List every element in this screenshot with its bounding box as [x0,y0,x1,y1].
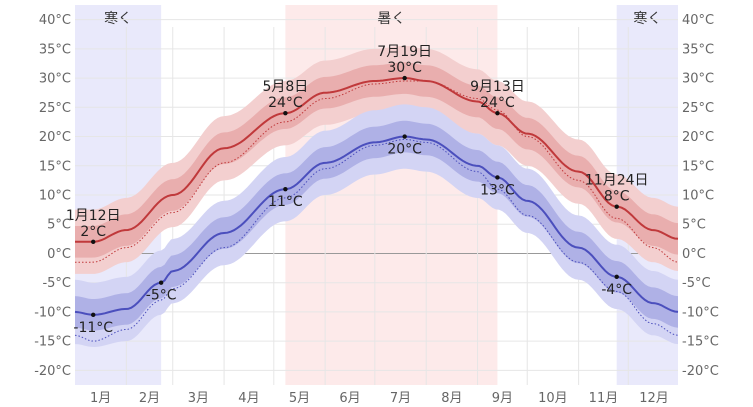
temperature-bands [75,45,678,348]
low-point [614,274,619,280]
x-tick-month: 5月 [289,391,310,406]
annotation-date: 5月8日 [262,79,308,95]
high-point [283,110,288,116]
high-normal-line [75,80,679,263]
annotation-value: 20°C [387,142,422,158]
y-tick-left: -20°C [34,364,71,379]
x-tick-month: 12月 [639,391,669,406]
season-label-cold: 寒く [104,10,132,27]
low-line [74,135,679,316]
low-point [158,280,164,285]
y-tick-left: 0°C [47,247,71,262]
y-tick-right: 35°C [682,42,714,57]
low-band-inner [75,120,678,331]
high-band-outer [75,45,678,274]
low-point [495,175,500,180]
y-tick-right: 30°C [682,72,714,87]
annotation-date: 7月19日 [377,44,432,60]
annotation-date: 11月24日 [585,173,649,189]
annotation-date: 1月12日 [66,208,121,224]
axes: 40°C 40°C 35°C 35°C 30°C 30°C 25°C 25°C 20°C 20°C… [34,13,719,406]
high-point [495,110,500,116]
y-tick-right: 20°C [682,130,714,145]
annotation-value: 24°C [480,95,515,111]
low-point [91,312,96,318]
y-tick-left: 20°C [39,130,71,145]
y-tick-right: 5°C [682,218,706,233]
annotation-value: 11°C [268,194,303,210]
x-tick-month: 10月 [538,391,568,406]
annotation-value: 13°C [480,182,515,198]
low-point [402,134,407,139]
y-tick-right: 0°C [682,247,706,262]
x-tick-month: 9月 [492,391,513,406]
y-tick-right: 40°C [682,13,714,28]
annotation-value: 24°C [268,95,303,111]
y-tick-right: -5°C [682,276,711,291]
x-tick-month: 7月 [390,391,411,406]
annotation-value: -4°C [601,282,632,298]
season-label-cold: 寒く [633,10,661,27]
high-band-inner [75,62,678,258]
y-tick-left: 35°C [39,42,71,57]
annotation-date: 9月13日 [470,79,525,95]
y-tick-left: -10°C [34,305,71,320]
x-tick-month: 8月 [441,391,462,406]
annotations: 1月12日2°C5月8日24°C7月19日30°C9月13日24°C11月24日… [66,44,649,336]
annotation-value: -5°C [146,288,177,304]
annotation-value: -11°C [73,320,113,336]
y-tick-left: 30°C [39,72,71,87]
y-tick-left: 40°C [39,13,71,28]
x-tick-month: 2月 [139,391,160,406]
y-tick-right: -20°C [682,364,719,379]
x-tick-month: 4月 [238,391,259,406]
high-line [75,77,679,243]
y-tick-right: -10°C [682,305,719,320]
y-tick-left: -15°C [34,335,71,350]
x-tick-month: 6月 [339,391,360,406]
y-tick-left: 5°C [47,218,71,233]
high-point [614,204,619,209]
y-tick-right: 15°C [682,159,714,174]
low-point [283,186,288,192]
annotation-value: 2°C [80,224,106,240]
temperature-lines [74,77,679,342]
x-tick-month: 11月 [589,391,619,406]
x-tick-month: 1月 [90,391,111,406]
low-normal-line [74,139,679,342]
annotation-value: 8°C [604,189,630,205]
y-tick-right: -15°C [682,335,719,350]
high-point [91,239,96,244]
y-tick-right: 10°C [682,189,714,204]
y-tick-left: 10°C [39,189,71,204]
y-tick-left: 15°C [39,159,71,174]
season-label-hot: 暑く [377,11,405,27]
y-tick-right: 25°C [682,101,714,116]
annotation-value: 30°C [387,60,422,76]
y-tick-left: 25°C [39,101,71,116]
high-point [402,75,407,81]
y-tick-left: -5°C [42,276,71,291]
x-tick-month: 3月 [188,391,209,406]
